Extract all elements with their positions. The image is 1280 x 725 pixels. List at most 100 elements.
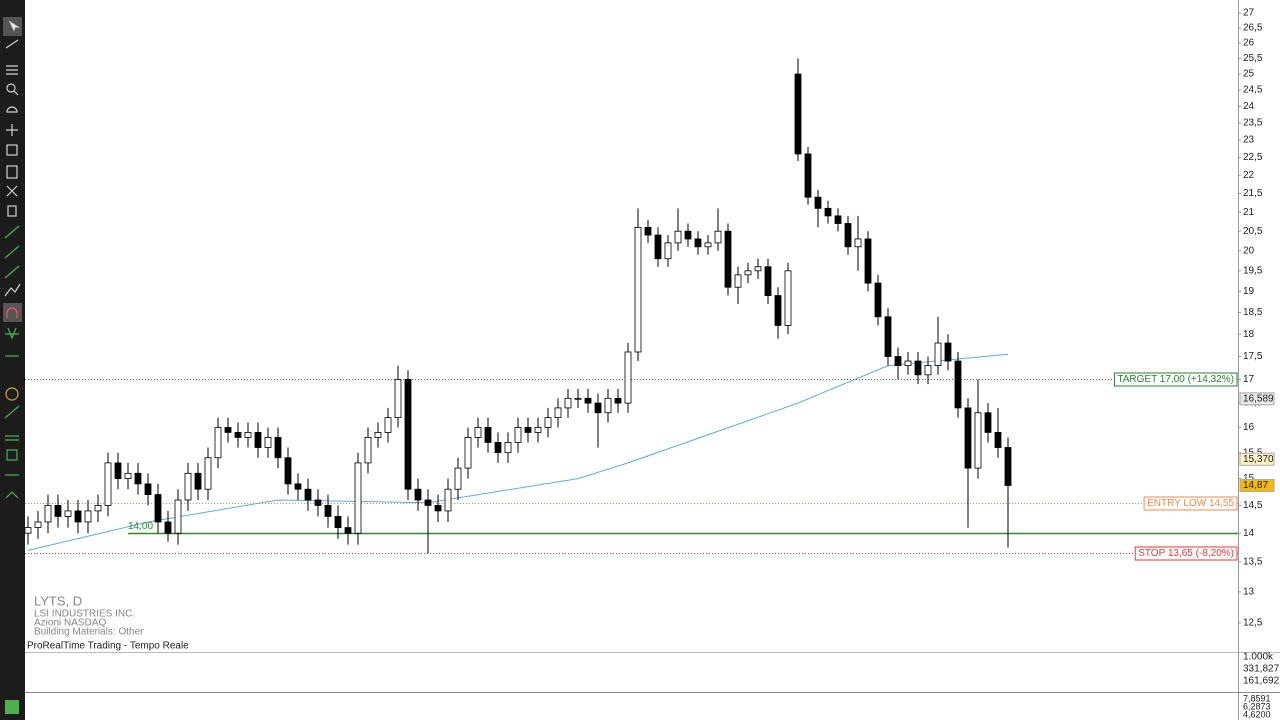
candle-body	[454, 467, 462, 490]
candle-body	[464, 437, 472, 469]
candle-body	[974, 412, 982, 469]
candle-body	[434, 505, 442, 512]
candle-body	[254, 432, 262, 448]
level-box	[1143, 496, 1238, 511]
candle-body	[294, 483, 302, 490]
candle-body	[964, 407, 972, 469]
toolbar	[0, 0, 25, 720]
y-tick-label: 18,5	[1243, 307, 1263, 318]
candle-body	[124, 472, 132, 479]
level-label: STOP 13,65 (-8,20%)	[1138, 548, 1234, 559]
candle-body	[44, 505, 52, 523]
indicator-label: 6,2873	[1243, 701, 1271, 711]
y-tick-label: 15	[1243, 473, 1255, 484]
toolbar-icons	[3, 17, 22, 714]
candle-body	[704, 242, 712, 248]
candle-body	[564, 397, 572, 409]
candle-body	[874, 282, 882, 318]
y-tick-label: 20	[1243, 245, 1255, 256]
candle-body	[94, 505, 102, 512]
volume-label: 161,692	[1243, 676, 1280, 687]
candle-body	[64, 510, 72, 517]
price-tag	[1239, 392, 1275, 406]
candle-body	[544, 417, 552, 428]
candle-body	[374, 432, 382, 438]
candle-body	[774, 295, 782, 326]
candle-body	[204, 457, 212, 490]
candle-body	[284, 457, 292, 485]
candle-body	[754, 266, 762, 272]
candle-body	[574, 397, 582, 400]
candle-body	[104, 462, 112, 506]
candle-body	[524, 427, 532, 433]
candle-body	[824, 207, 832, 217]
candle-body	[54, 505, 62, 517]
level-label: 14,00	[128, 521, 153, 532]
candle-body	[784, 270, 792, 326]
candle-body	[664, 242, 672, 260]
y-tick-label: 21,5	[1243, 188, 1263, 199]
feed: ProRealTime Trading - Tempo Reale	[27, 641, 189, 652]
price-tag-label: 16,589	[1243, 393, 1274, 404]
y-tick-label: 19,5	[1243, 265, 1263, 276]
y-tick-label: 17,5	[1243, 351, 1263, 362]
candle-body	[24, 527, 32, 534]
candle-body	[954, 360, 962, 409]
candle-body	[344, 527, 352, 534]
candle-body	[654, 234, 662, 260]
y-tick-label: 26	[1243, 38, 1255, 49]
company: LSI INDUSTRIES INC.	[34, 609, 135, 620]
candle-body	[634, 226, 642, 353]
candle-body	[414, 488, 422, 501]
candle-body	[834, 215, 842, 224]
candle-body	[194, 472, 202, 490]
candle-body	[814, 196, 822, 209]
y-tick-label: 25,5	[1243, 53, 1263, 64]
candle-body	[844, 223, 852, 248]
candle-body	[234, 432, 242, 438]
candle-body	[624, 351, 632, 404]
candle-body	[314, 499, 322, 506]
y-tick-label: 14,5	[1243, 500, 1263, 511]
candle-body	[894, 356, 902, 367]
candle-body	[224, 427, 232, 433]
candle-body	[944, 342, 952, 362]
sector: Building Materials: Other	[34, 627, 144, 638]
candle-body	[154, 494, 162, 523]
y-tick-label: 24	[1243, 101, 1255, 112]
candle-body	[1004, 447, 1012, 486]
y-tick-label: 21	[1243, 207, 1255, 218]
level-box	[1134, 546, 1238, 561]
candle-body	[474, 427, 482, 438]
candle-body	[554, 407, 562, 419]
candle-body	[274, 437, 282, 459]
candle-body	[134, 472, 142, 485]
candle-body	[644, 226, 652, 236]
candle-body	[514, 427, 522, 443]
y-tick-label: 20,5	[1243, 226, 1263, 237]
indicator-label: 4,6200	[1243, 709, 1271, 719]
candle-body	[764, 266, 772, 296]
y-tick-label: 12,5	[1243, 618, 1263, 629]
y-tick-label: 16	[1243, 422, 1255, 433]
y-tick-label: 24,5	[1243, 85, 1263, 96]
candle-body	[404, 379, 412, 490]
price-tag	[1239, 478, 1275, 492]
indicator-label: 7,8591	[1243, 693, 1271, 703]
candle-body	[674, 230, 682, 244]
candle-body	[364, 437, 372, 464]
symbol: LYTS, D	[34, 593, 82, 608]
candle-body	[804, 153, 812, 198]
candle-body	[684, 230, 692, 240]
candle-body	[724, 230, 732, 288]
y-tick-label: 22,5	[1243, 152, 1263, 163]
y-tick-label: 18	[1243, 329, 1255, 340]
candle-body	[594, 402, 602, 414]
candle-body	[934, 342, 942, 367]
candle-body	[214, 427, 222, 459]
candle-body	[174, 499, 182, 534]
candle-body	[854, 238, 862, 248]
y-tick-label: 27	[1243, 8, 1255, 19]
y-tick-label: 13,5	[1243, 557, 1263, 568]
